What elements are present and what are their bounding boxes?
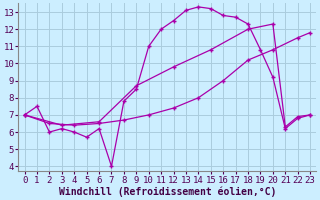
X-axis label: Windchill (Refroidissement éolien,°C): Windchill (Refroidissement éolien,°C) [59,186,276,197]
